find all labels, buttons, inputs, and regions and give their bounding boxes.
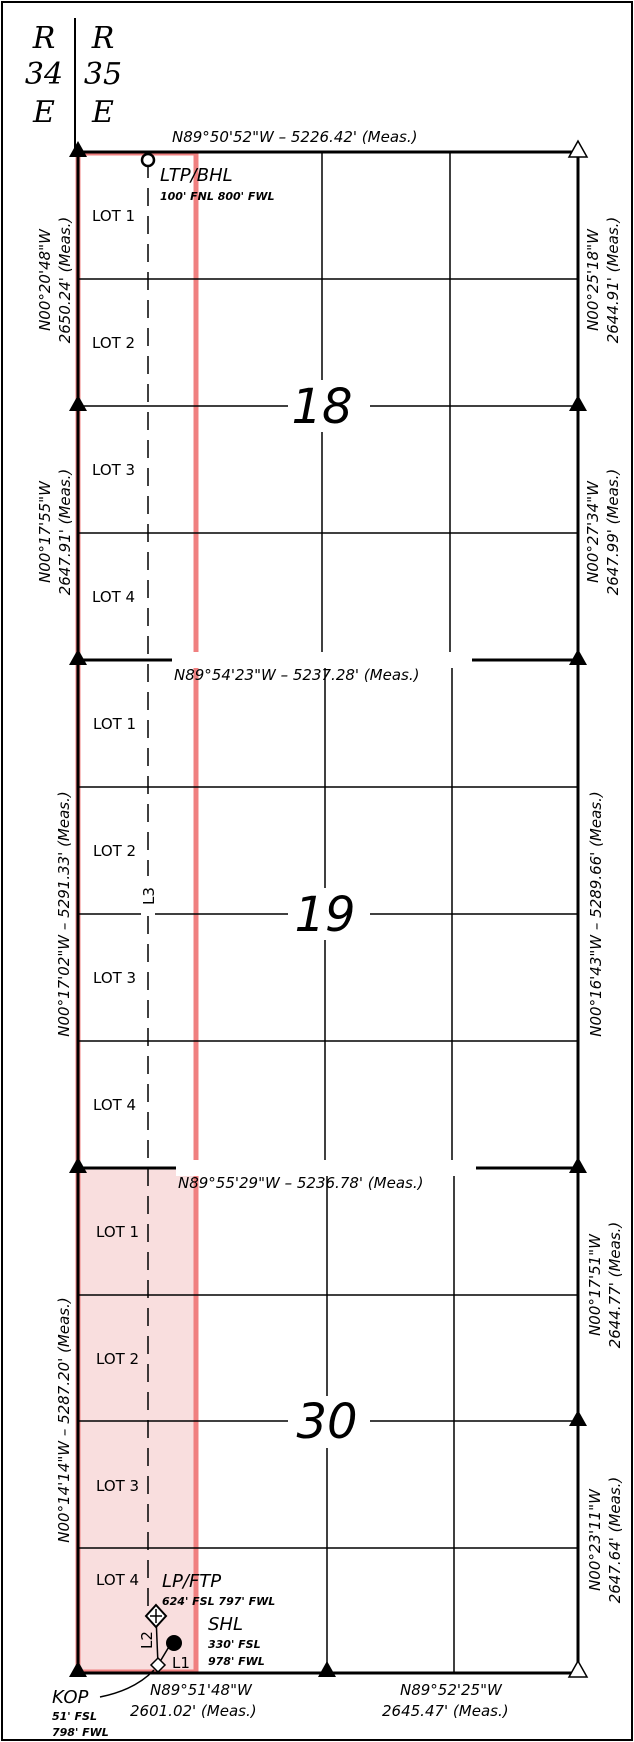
s19-lot-3: LOT 3 xyxy=(93,969,136,987)
bearing-e18a-2: 2644.91' (Meas.) xyxy=(604,217,622,344)
bearing-bottom-left-2: 2601.02' (Meas.) xyxy=(130,1702,257,1720)
s19-lot-2: LOT 2 xyxy=(93,842,136,860)
found-corner-ne xyxy=(567,139,589,158)
ltp-bhl-desc: 100' FNL 800' FWL xyxy=(160,190,275,203)
s18-lot-1: LOT 1 xyxy=(92,207,135,225)
s18-lot-4: LOT 4 xyxy=(92,588,135,606)
line-l2-label: L2 xyxy=(138,1631,156,1649)
lp-ftp-label: LP/FTP xyxy=(162,1571,221,1592)
range-right-num: 35 xyxy=(84,57,122,92)
bearing-top-30: N89°55'29"W – 5236.78' (Meas.) xyxy=(178,1174,423,1192)
bearing-e19: N00°16'43"W – 5289.66' (Meas.) xyxy=(587,791,605,1036)
kop-leader xyxy=(99,1669,155,1698)
range-right-dir: E xyxy=(91,95,114,130)
s30-lot-2: LOT 2 xyxy=(96,1350,139,1368)
bearing-bottom-left-1: N89°51'48"W xyxy=(150,1681,253,1699)
bearing-e18b-2: 2647.99' (Meas.) xyxy=(604,469,622,596)
section-18: 18 xyxy=(291,379,352,435)
bearing-e30a-2: 2644.77' (Meas.) xyxy=(606,1222,624,1349)
corner-markers xyxy=(69,141,587,1677)
s19-lot-1: LOT 1 xyxy=(93,715,136,733)
kop-desc-1: 51' FSL xyxy=(52,1710,97,1723)
bearing-e30b-2: 2647.64' (Meas.) xyxy=(606,1477,624,1604)
bearing-w30: N00°14'14"W – 5287.20' (Meas.) xyxy=(55,1297,73,1542)
kop-label: KOP xyxy=(52,1687,88,1708)
s19-lot-4: LOT 4 xyxy=(93,1096,136,1114)
s30-lot-1: LOT 1 xyxy=(96,1223,139,1241)
bearing-bottom-right-1: N89°52'25"W xyxy=(400,1681,503,1699)
section-19: 19 xyxy=(294,887,355,943)
bearing-e18b-1: N00°27'34"W xyxy=(584,480,602,583)
range-left-r: R xyxy=(32,21,56,56)
bearing-e30b-1: N00°23'11"W xyxy=(586,1488,604,1591)
bearing-w18a-2: 2650.24' (Meas.) xyxy=(56,217,74,344)
lp-ftp-desc: 624' FSL 797' FWL xyxy=(162,1595,275,1608)
range-right-r: R xyxy=(91,21,115,56)
bearing-w19: N00°17'02"W – 5291.33' (Meas.) xyxy=(55,791,73,1036)
range-left-dir: E xyxy=(32,95,55,130)
kop-desc-2: 798' FWL xyxy=(52,1726,109,1739)
quarter-lines xyxy=(78,152,578,1673)
s18-lot-3: LOT 3 xyxy=(92,461,135,479)
bearing-bottom-right-2: 2645.47' (Meas.) xyxy=(382,1702,509,1720)
bearing-w18a-1: N00°20'48"W xyxy=(36,228,54,331)
s18-lot-2: LOT 2 xyxy=(92,334,135,352)
shl-label: SHL xyxy=(208,1614,243,1635)
bearing-e30a-1: N00°17'51"W xyxy=(586,1233,604,1336)
section-30: 30 xyxy=(296,1394,357,1450)
shl-desc-2: 978' FWL xyxy=(208,1655,265,1668)
range-left-num: 34 xyxy=(25,57,63,92)
s30-lot-4: LOT 4 xyxy=(96,1571,139,1589)
bearing-w18b-2: 2647.91' (Meas.) xyxy=(56,469,74,596)
line-l3-label: L3 xyxy=(140,887,158,905)
bearing-w18b-1: N00°17'55"W xyxy=(36,480,54,583)
s30-lot-3: LOT 3 xyxy=(96,1477,139,1495)
found-corner-se xyxy=(567,1659,589,1678)
ltp-bhl-symbol xyxy=(140,152,156,168)
shl-desc-1: 330' FSL xyxy=(208,1638,261,1651)
line-l1-label: L1 xyxy=(172,1654,190,1672)
ltp-bhl-label: LTP/BHL xyxy=(160,165,233,186)
kop-symbol xyxy=(149,1656,167,1674)
bearing-top-18: N89°50'52"W – 5226.42' (Meas.) xyxy=(172,128,417,146)
bearing-top-19: N89°54'23"W – 5237.28' (Meas.) xyxy=(174,666,419,684)
shl-symbol xyxy=(166,1635,182,1651)
bearing-e18a-1: N00°25'18"W xyxy=(584,228,602,331)
tract-fill-sec30 xyxy=(80,1168,198,1672)
